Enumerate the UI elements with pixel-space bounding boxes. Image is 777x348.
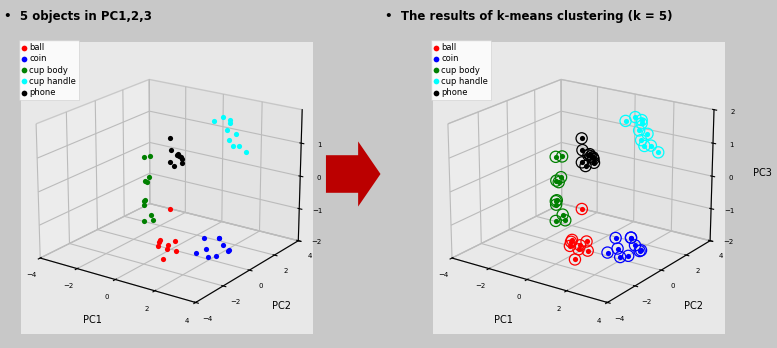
Y-axis label: PC2: PC2: [272, 301, 291, 310]
FancyArrow shape: [326, 141, 381, 207]
Text: •  5 objects in PC1,2,3: • 5 objects in PC1,2,3: [4, 10, 152, 23]
Legend: ball, coin, cup body, cup handle, phone: ball, coin, cup body, cup handle, phone: [19, 40, 79, 100]
Y-axis label: PC2: PC2: [684, 301, 703, 310]
Text: •  The results of k-means clustering (k = 5): • The results of k-means clustering (k =…: [385, 10, 672, 23]
Legend: ball, coin, cup body, cup handle, phone: ball, coin, cup body, cup handle, phone: [431, 40, 491, 100]
X-axis label: PC1: PC1: [82, 315, 102, 325]
X-axis label: PC1: PC1: [494, 315, 514, 325]
